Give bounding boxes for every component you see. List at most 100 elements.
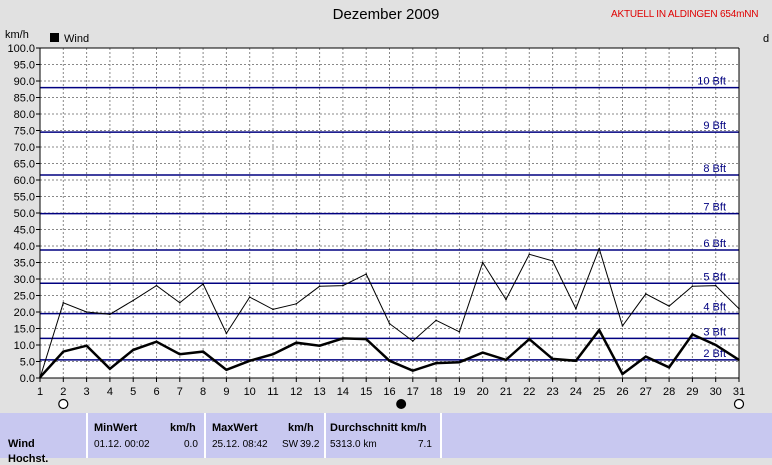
x-tick-label: 7 bbox=[177, 386, 183, 398]
average-data-point bbox=[132, 349, 134, 351]
beaufort-label: 7 Bft bbox=[703, 202, 726, 214]
average-data-point bbox=[295, 341, 298, 344]
max-unit: km/h bbox=[288, 422, 314, 434]
average-data-point bbox=[412, 369, 414, 372]
legend-label: Wind bbox=[64, 33, 89, 45]
average-data-point bbox=[738, 359, 740, 361]
x-tick-label: 27 bbox=[640, 386, 652, 398]
gust-data-point bbox=[551, 260, 554, 262]
average-data-point bbox=[272, 353, 274, 356]
x-tick-label: 9 bbox=[223, 386, 229, 398]
min-unit: km/h bbox=[170, 422, 196, 434]
y-tick-label: 5.0 bbox=[20, 357, 35, 369]
gust-data-point bbox=[714, 284, 717, 287]
gust-data-point bbox=[598, 247, 600, 250]
max-header: MaxWert bbox=[212, 422, 258, 434]
gust-data-point bbox=[388, 322, 391, 325]
page-title: Dezember 2009 bbox=[332, 6, 440, 23]
gust-data-point bbox=[39, 377, 41, 379]
x-tick-label: 15 bbox=[360, 386, 372, 398]
y-tick-label: 30.0 bbox=[14, 274, 35, 286]
average-data-point bbox=[248, 360, 251, 362]
average-data-point bbox=[551, 358, 554, 360]
y-tick-label: 45.0 bbox=[14, 225, 35, 237]
average-data-point bbox=[575, 360, 577, 362]
y-tick-label: 90.0 bbox=[14, 76, 35, 88]
gust-data-point bbox=[132, 299, 134, 302]
average-data-point bbox=[645, 355, 647, 358]
x-tick-label: 26 bbox=[616, 386, 628, 398]
max-value: 39.2 bbox=[300, 439, 320, 450]
x-tick-label: 13 bbox=[313, 386, 325, 398]
average-data-point bbox=[668, 366, 670, 369]
stats-label-cell: Wind Hochst. bbox=[0, 413, 88, 465]
x-tick-label: 29 bbox=[686, 386, 698, 398]
x-tick-label: 4 bbox=[107, 386, 113, 398]
y-tick-label: 65.0 bbox=[14, 159, 35, 171]
x-tick-label: 6 bbox=[153, 386, 159, 398]
beaufort-label: 9 Bft bbox=[703, 120, 726, 132]
y-tick-label: 25.0 bbox=[14, 291, 35, 303]
gust-data-point bbox=[738, 307, 740, 310]
y-tick-label: 85.0 bbox=[14, 93, 35, 105]
min-value: 0.0 bbox=[184, 439, 198, 450]
average-data-point bbox=[388, 360, 391, 362]
x-tick-label: 25 bbox=[593, 386, 605, 398]
average-data-point bbox=[505, 359, 507, 361]
y-tick-label: 20.0 bbox=[14, 307, 35, 319]
average-data-point bbox=[179, 353, 181, 356]
min-header: MinWert bbox=[94, 422, 138, 434]
x-tick-label: 24 bbox=[570, 386, 582, 398]
y-tick-label: 100.0 bbox=[7, 43, 35, 55]
beaufort-label: 4 Bft bbox=[703, 302, 726, 314]
y-tick-label: 50.0 bbox=[14, 208, 35, 220]
average-data-point bbox=[109, 367, 111, 370]
live-station-link[interactable]: AKTUELL IN ALDINGEN 654mNN bbox=[611, 9, 759, 20]
stats-avg-cell: Durchschnitt km/h 5313.0 km 7.1 bbox=[326, 413, 442, 458]
x-tick-label: 28 bbox=[663, 386, 675, 398]
gust-data-point bbox=[505, 298, 507, 301]
gust-data-point bbox=[272, 308, 274, 311]
average-data-point bbox=[435, 362, 437, 364]
gust-data-point bbox=[109, 313, 111, 316]
stats-max-cell: MaxWert km/h 25.12. 08:42 SW 39.2 bbox=[206, 413, 326, 458]
beaufort-layer: 2 Bft 3 Bft 4 Bft 5 Bft 6 Bft 7 Bft 8 Bft 9 Bft… bbox=[40, 76, 739, 361]
average-data-point bbox=[481, 351, 484, 354]
x-tick-label: 23 bbox=[546, 386, 558, 398]
x-tick-label: 30 bbox=[710, 386, 722, 398]
gust-data-point bbox=[621, 325, 624, 327]
y-tick-label: 15.0 bbox=[14, 324, 35, 336]
gust-data-point bbox=[458, 331, 461, 333]
moon-phase-layer bbox=[58, 398, 745, 410]
average-data-point bbox=[365, 338, 368, 340]
avg-header: Durchschnitt km/h bbox=[330, 422, 427, 434]
x-tick-label: 5 bbox=[130, 386, 136, 398]
y-tick-label: 95.0 bbox=[14, 60, 35, 72]
x-tick-label: 22 bbox=[523, 386, 535, 398]
full-moon-icon bbox=[58, 398, 69, 410]
avg-total: 5313.0 km bbox=[330, 439, 377, 450]
series-layer bbox=[39, 247, 740, 379]
y-tick-label: 60.0 bbox=[14, 175, 35, 187]
gust-data-point bbox=[342, 284, 344, 287]
gust-data-point bbox=[528, 253, 531, 256]
full-moon-icon bbox=[733, 398, 745, 410]
y-tick-label: 70.0 bbox=[14, 142, 35, 154]
gust-data-point bbox=[225, 332, 228, 335]
stats-row-label: Wind bbox=[8, 438, 35, 450]
y-tick-label: 80.0 bbox=[14, 109, 35, 121]
y-tick-label: 35.0 bbox=[14, 258, 35, 270]
y-tick-label: 75.0 bbox=[14, 126, 35, 138]
gust-data-point bbox=[575, 307, 577, 310]
average-data-point bbox=[458, 361, 461, 363]
x-tick-label: 2 bbox=[60, 386, 66, 398]
y-tick-label: 40.0 bbox=[14, 241, 35, 253]
average-data-point bbox=[62, 350, 65, 353]
beaufort-label: 3 Bft bbox=[703, 326, 726, 338]
y-axis-unit: km/h bbox=[5, 29, 29, 41]
gust-data-point bbox=[645, 293, 647, 295]
average-data-point bbox=[202, 350, 204, 353]
min-date: 01.12. 00:02 bbox=[94, 439, 150, 450]
right-axis-unit: d bbox=[763, 33, 769, 45]
average-data-point bbox=[342, 337, 344, 340]
